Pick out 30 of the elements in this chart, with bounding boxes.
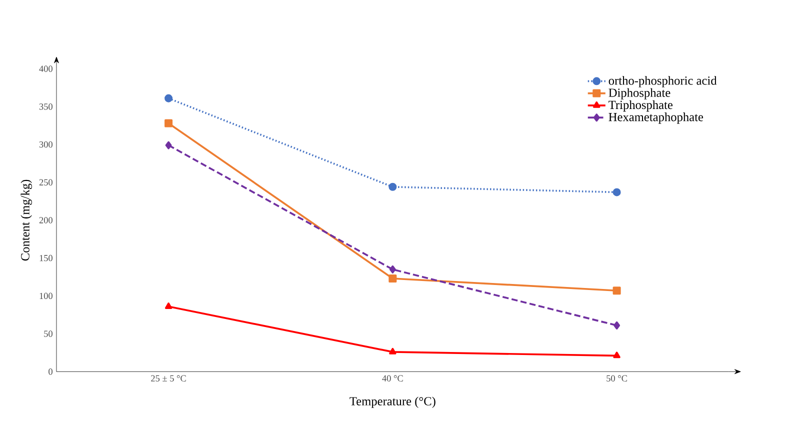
legend-label: ortho-phosphoric acid <box>608 76 717 88</box>
x-tick-label: 40 °C <box>382 375 403 382</box>
x-tick-label: 25 ± 5 °C <box>151 375 186 382</box>
y-tick-label: 250 <box>39 179 52 186</box>
y-tick-label: 200 <box>39 216 52 224</box>
y-axis-title: Content (mg/kg) <box>20 180 32 260</box>
y-tick-label: 150 <box>40 254 52 262</box>
point <box>613 352 620 358</box>
point <box>612 286 621 294</box>
y-tick-label: 400 <box>39 66 52 72</box>
point <box>388 182 397 191</box>
point <box>164 119 173 128</box>
legend-label: Hexametaphophate <box>608 112 704 124</box>
legend-label: Diphosphate <box>608 88 670 100</box>
y-tick-label: 300 <box>39 141 52 148</box>
x-axis-title: Temperature (°C) <box>350 396 436 408</box>
y-tick-label: 350 <box>39 103 52 110</box>
y-tick-label: 100 <box>40 292 52 299</box>
point <box>164 302 172 309</box>
x-tick-label: 50 °C <box>606 375 627 382</box>
legend-label: Triphosphate <box>608 100 673 112</box>
y-tick-label: 50 <box>44 330 52 337</box>
point <box>612 188 621 196</box>
point <box>388 274 397 282</box>
point <box>165 141 172 150</box>
point <box>614 321 620 330</box>
point <box>389 265 396 274</box>
point <box>164 94 173 102</box>
point <box>389 348 396 354</box>
y-tick-label: 0 <box>48 368 52 375</box>
